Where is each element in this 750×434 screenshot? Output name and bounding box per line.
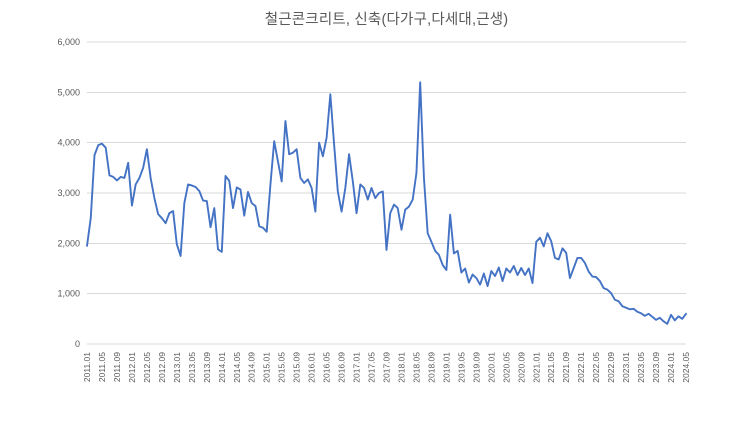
x-axis-tick-label: 2020.09 bbox=[516, 352, 526, 383]
x-axis-tick-label: 2012.05 bbox=[142, 352, 152, 383]
x-axis-tick-label: 2018.09 bbox=[426, 352, 436, 383]
x-axis-tick-label: 2024.01 bbox=[666, 352, 676, 383]
x-axis-tick-label: 2016.05 bbox=[322, 352, 332, 383]
x-axis-tick-label: 2017.05 bbox=[367, 352, 377, 383]
x-axis-tick-label: 2015.05 bbox=[277, 352, 287, 383]
x-axis-tick-label: 2013.09 bbox=[202, 352, 212, 383]
x-axis-tick-label: 2016.09 bbox=[337, 352, 347, 383]
x-axis-tick-label: 2016.01 bbox=[307, 352, 317, 383]
x-axis-tick-label: 2012.01 bbox=[127, 352, 137, 383]
x-axis-tick-label: 2019.01 bbox=[441, 352, 451, 383]
x-axis-tick-label: 2022.09 bbox=[606, 352, 616, 383]
x-axis-tick-label: 2011.01 bbox=[82, 352, 92, 382]
x-axis-tick-label: 2013.05 bbox=[187, 352, 197, 383]
x-axis-tick-label: 2021.05 bbox=[546, 352, 556, 383]
x-axis-tick-label: 2014.01 bbox=[217, 352, 227, 383]
y-axis-tick-label: 5,000 bbox=[57, 87, 80, 97]
x-axis-tick-label: 2011.09 bbox=[112, 352, 122, 382]
chart-title: 철근콘크리트, 신축(다가구,다세대,근생) bbox=[264, 12, 509, 28]
x-axis-tick-label: 2023.05 bbox=[636, 352, 646, 383]
y-axis-tick-label: 0 bbox=[75, 339, 80, 349]
x-axis-tick-label: 2022.05 bbox=[591, 352, 601, 383]
x-axis-tick-label: 2019.05 bbox=[456, 352, 466, 383]
y-axis-tick-label: 6,000 bbox=[57, 37, 80, 47]
x-axis-tick-label: 2022.01 bbox=[576, 352, 586, 383]
x-axis-tick-label: 2011.05 bbox=[97, 352, 107, 382]
y-axis-tick-label: 4,000 bbox=[57, 138, 80, 148]
x-axis-tick-label: 2018.01 bbox=[396, 352, 406, 383]
x-axis-tick-label: 2023.09 bbox=[651, 352, 661, 383]
y-axis-tick-label: 2,000 bbox=[57, 238, 80, 248]
x-axis-tick-label: 2012.09 bbox=[157, 352, 167, 383]
x-axis-tick-label: 2014.09 bbox=[247, 352, 257, 383]
x-axis-tick-label: 2013.01 bbox=[172, 352, 182, 383]
x-axis-tick-label: 2024.05 bbox=[681, 352, 691, 383]
y-axis-tick-label: 1,000 bbox=[57, 289, 80, 299]
x-axis-tick-label: 2019.09 bbox=[471, 352, 481, 383]
x-axis-tick-label: 2017.01 bbox=[352, 352, 362, 383]
x-axis-tick-label: 2014.05 bbox=[232, 352, 242, 383]
y-axis-tick-label: 3,000 bbox=[57, 188, 80, 198]
x-axis-tick-label: 2020.01 bbox=[486, 352, 496, 383]
x-axis-tick-label: 2021.09 bbox=[561, 352, 571, 383]
x-axis-tick-label: 2018.05 bbox=[411, 352, 421, 383]
x-axis-tick-label: 2020.05 bbox=[501, 352, 511, 383]
x-axis-tick-label: 2015.09 bbox=[292, 352, 302, 383]
x-axis-tick-label: 2015.01 bbox=[262, 352, 272, 383]
x-axis-tick-label: 2023.01 bbox=[621, 352, 631, 383]
x-axis-tick-label: 2017.09 bbox=[382, 352, 392, 383]
x-axis-tick-label: 2021.01 bbox=[531, 352, 541, 383]
data-series-line bbox=[86, 81, 687, 325]
